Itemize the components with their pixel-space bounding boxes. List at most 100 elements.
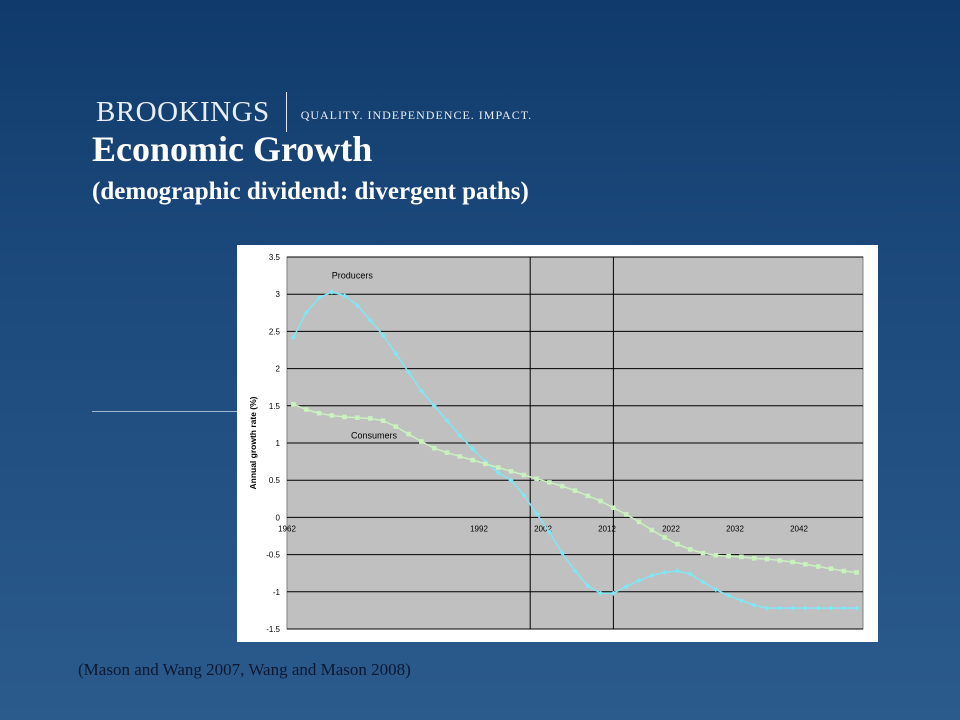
consumers-point <box>828 566 834 572</box>
y-tick-label: 0.5 <box>269 476 281 485</box>
consumers-point <box>431 445 437 451</box>
producers-point <box>777 605 783 611</box>
y-tick-label: 2 <box>276 365 281 374</box>
consumers-point <box>355 415 360 421</box>
producers-point <box>854 605 860 611</box>
producers-point <box>738 598 744 604</box>
producers-point <box>764 605 770 611</box>
producers-point <box>457 432 463 439</box>
x-tick-label: 1962 <box>278 524 296 533</box>
consumers-point <box>777 558 783 563</box>
brand-tagline: QUALITY. INDEPENDENCE. IMPACT. <box>300 107 533 122</box>
producers-point <box>585 583 591 589</box>
y-tick-label: 0 <box>276 513 281 522</box>
consumers-label: Consumers <box>351 431 398 441</box>
producers-point <box>841 605 847 611</box>
citation: (Mason and Wang 2007, Wang and Mason 200… <box>78 660 411 679</box>
consumers-point <box>649 527 655 533</box>
producers-point <box>534 511 540 517</box>
consumers-point <box>444 450 450 455</box>
producers-point <box>751 602 757 608</box>
y-tick-label: -1 <box>273 588 281 597</box>
consumers-point <box>675 541 680 547</box>
x-tick-label: 2032 <box>726 524 744 533</box>
consumers-point <box>495 465 501 470</box>
consumers-point <box>726 553 731 559</box>
producers-point <box>598 590 604 596</box>
producers-point <box>815 605 821 611</box>
producers-label: Producers <box>332 271 374 281</box>
producers-point <box>713 586 719 593</box>
consumers-point <box>419 439 424 444</box>
consumers-point <box>559 483 565 489</box>
producers-point <box>610 590 616 596</box>
consumers-point <box>367 416 373 421</box>
consumers-point <box>815 564 821 569</box>
producers-point <box>508 477 514 483</box>
producers-point <box>380 332 386 338</box>
logo-divider <box>285 92 287 132</box>
consumers-point <box>521 472 527 478</box>
consumers-point <box>662 535 667 540</box>
consumers-point <box>291 402 296 407</box>
consumers-point <box>380 418 386 423</box>
consumers-point <box>508 468 514 474</box>
producers-point <box>623 583 629 590</box>
producers-point <box>687 571 693 577</box>
consumers-point <box>393 424 399 429</box>
producers-point <box>802 605 808 611</box>
producers-point <box>662 569 668 576</box>
title-rule <box>92 411 238 412</box>
consumers-point <box>751 556 757 561</box>
consumers-point <box>316 410 322 416</box>
y-tick-label: -0.5 <box>266 551 280 560</box>
producers-point <box>700 579 706 585</box>
growth-chart: 3.5 3 2.5 2 1.5 1 0.5 0 -0.5 -1 -1.5 1962 1992 2002 20… <box>248 253 864 634</box>
producers-point <box>828 605 834 611</box>
consumers-point <box>854 570 859 575</box>
consumers-point <box>598 498 603 504</box>
producers-point <box>431 403 437 409</box>
producers-point <box>495 470 501 476</box>
producers-point <box>674 568 680 574</box>
consumers-point <box>739 554 744 560</box>
producers-point <box>393 351 399 357</box>
brand-name: BROOKINGS <box>96 95 270 128</box>
consumers-point <box>841 568 847 574</box>
y-tick-label: 2.5 <box>269 327 281 336</box>
x-tick-label: 2012 <box>598 524 616 533</box>
producers-point <box>559 550 565 556</box>
consumers-point <box>611 505 616 511</box>
consumers-point <box>687 547 693 552</box>
x-tick-label: 1992 <box>470 524 488 533</box>
producers-point <box>649 572 655 579</box>
y-tick-label: 3 <box>276 290 281 299</box>
y-axis-label: Annual growth rate (%) <box>248 396 258 489</box>
consumers-point <box>457 454 463 459</box>
consumers-point <box>636 519 642 525</box>
slide-title: Economic Growth <box>92 129 373 169</box>
brookings-logo: BROOKINGS QUALITY. INDEPENDENCE. IMPACT. <box>96 92 532 132</box>
consumers-point <box>483 461 488 467</box>
slide-subtitle: (demographic dividend: divergent paths) <box>92 178 529 205</box>
consumers-point <box>406 431 411 437</box>
y-tick-label: 3.5 <box>269 253 281 262</box>
y-tick-label: -1.5 <box>266 625 280 634</box>
consumers-point <box>342 414 347 420</box>
consumers-point <box>623 512 629 517</box>
x-tick-label: 2022 <box>662 524 680 533</box>
producers-point <box>790 605 796 611</box>
y-tick-label: 1 <box>276 439 281 448</box>
producers-point <box>636 578 642 584</box>
consumers-point <box>303 407 309 412</box>
consumers-point <box>700 550 706 556</box>
x-tick-label: 2002 <box>534 524 552 533</box>
producers-point <box>572 568 578 574</box>
producers-point <box>546 529 552 535</box>
consumers-point <box>547 480 552 485</box>
consumers-point <box>534 476 539 482</box>
consumers-point <box>572 488 578 493</box>
consumers-point <box>803 561 808 567</box>
producers-point <box>444 418 450 424</box>
producers-point <box>726 592 732 599</box>
